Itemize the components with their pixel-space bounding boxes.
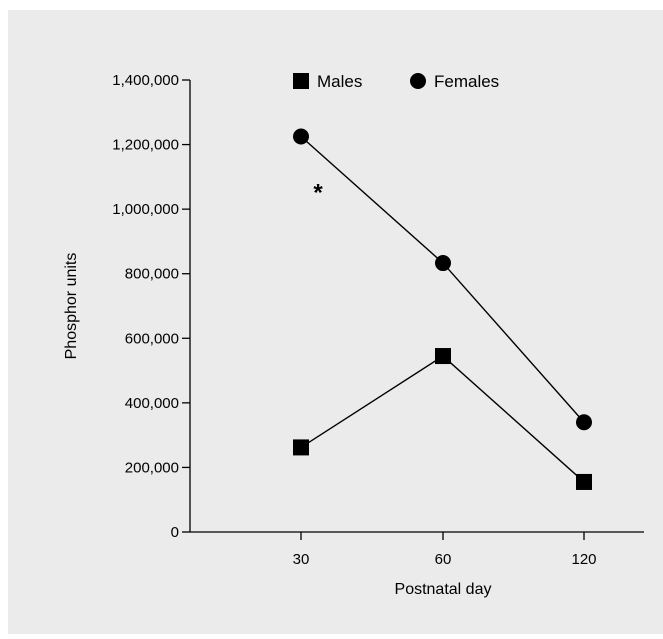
females-point — [293, 128, 309, 145]
legend-marker-males — [293, 73, 309, 89]
series-females — [293, 128, 592, 431]
series-males — [293, 348, 592, 490]
y-tick-label: 1,400,000 — [112, 72, 179, 89]
y-tick-label: 1,200,000 — [112, 137, 179, 154]
males-point — [576, 473, 592, 490]
y-tick-label: 800,000 — [125, 266, 179, 283]
annotation-layer: * — [313, 180, 323, 207]
y-axis-title: Phosphor units — [63, 253, 80, 360]
y-tick-label: 200,000 — [125, 459, 179, 476]
y-tick-label: 600,000 — [125, 330, 179, 347]
legend: Males Females — [293, 72, 499, 91]
x-tick-label: 30 — [293, 551, 310, 568]
y-tick-label: 1,000,000 — [112, 201, 179, 218]
line-chart: 0 200,000 400,000 600,000 800,000 1,000,000 1,… — [63, 72, 644, 598]
x-axis-title: Postnatal day — [395, 581, 492, 598]
females-line — [300, 135, 585, 423]
y-ticks: 0 200,000 400,000 600,000 800,000 1,000,000 1,… — [112, 72, 190, 541]
males-point — [293, 439, 309, 456]
legend-item-males: Males — [293, 72, 362, 91]
males-point — [435, 348, 451, 365]
legend-item-females: Females — [410, 72, 499, 91]
chart-panel: 0 200,000 400,000 600,000 800,000 1,000,000 1,… — [8, 10, 663, 634]
significance-asterisk: * — [313, 180, 323, 207]
series-layer — [293, 128, 592, 490]
x-ticks: 30 60 120 — [293, 532, 597, 568]
legend-label-males: Males — [317, 72, 362, 91]
legend-marker-females — [410, 73, 426, 89]
x-tick-label: 60 — [435, 551, 452, 568]
y-tick-label: 0 — [171, 524, 179, 541]
y-tick-label: 400,000 — [125, 395, 179, 412]
females-point — [576, 414, 592, 431]
x-tick-label: 120 — [571, 551, 596, 568]
legend-label-females: Females — [434, 72, 499, 91]
females-point — [435, 255, 451, 272]
axes: 0 200,000 400,000 600,000 800,000 1,000,000 1,… — [112, 72, 644, 568]
